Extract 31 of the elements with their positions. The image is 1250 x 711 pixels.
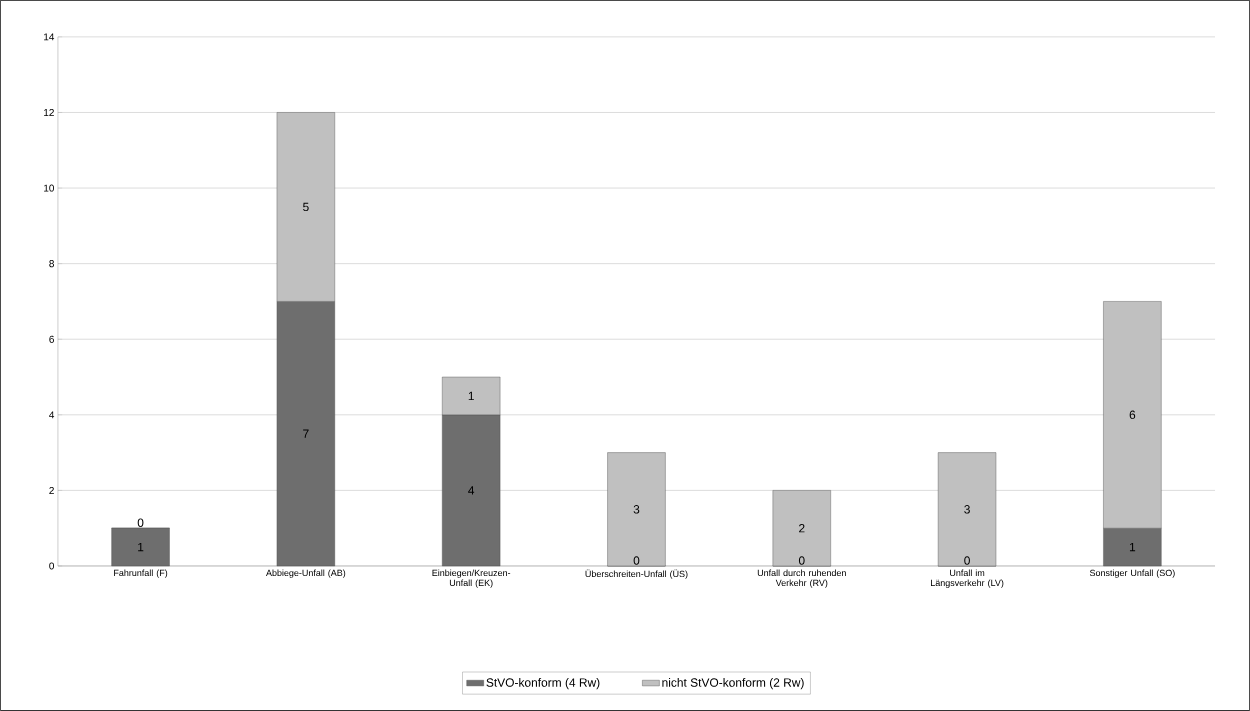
x-tick-label: Sonstiger Unfall (SO) — [1089, 569, 1175, 578]
annotation: 0 — [798, 556, 805, 565]
data-label: 6 — [1129, 410, 1136, 420]
y-tick-label: 4 — [49, 411, 55, 419]
data-label: 1 — [468, 391, 474, 401]
data-label: 1 — [1129, 543, 1136, 552]
data-label: 7 — [303, 429, 309, 438]
data-label: 5 — [303, 202, 309, 212]
x-tick-label: Unfall im Längsverkehr (LV) — [931, 569, 1004, 588]
y-tick-label: 8 — [49, 260, 54, 268]
x-tick-label: Abbiege-Unfall (AB) — [266, 569, 346, 578]
x-tick-label: Einbiegen/Kreuzen-Unfall (EK) — [432, 569, 511, 588]
x-tick-label: Unfall durch ruhenden Verkehr (RV) — [757, 569, 846, 588]
data-label: 4 — [468, 486, 475, 495]
data-label: 2 — [799, 524, 805, 533]
annotation: 0 — [633, 556, 640, 565]
y-tick-label: 6 — [49, 335, 54, 343]
y-tick-label: 12 — [44, 109, 54, 116]
data-label: 3 — [633, 505, 640, 514]
y-tick-label: 0 — [49, 562, 55, 570]
data-label: 0 — [137, 518, 144, 528]
data-label: 3 — [964, 505, 970, 514]
y-tick-label: 10 — [44, 184, 55, 192]
legend-label: nicht StVO-konform (2 Rw) — [662, 678, 804, 690]
x-tick-label: Fahrunfall (F) — [114, 569, 168, 578]
y-tick-label: 2 — [49, 486, 54, 494]
data-label: 1 — [138, 543, 144, 552]
x-tick-label: Überschreiten-Unfall (ÜS) — [585, 569, 688, 579]
legend-label: StVO-konform (4 Rw) — [486, 678, 600, 690]
y-tick-label: 14 — [44, 33, 55, 41]
annotation: 0 — [964, 556, 970, 565]
